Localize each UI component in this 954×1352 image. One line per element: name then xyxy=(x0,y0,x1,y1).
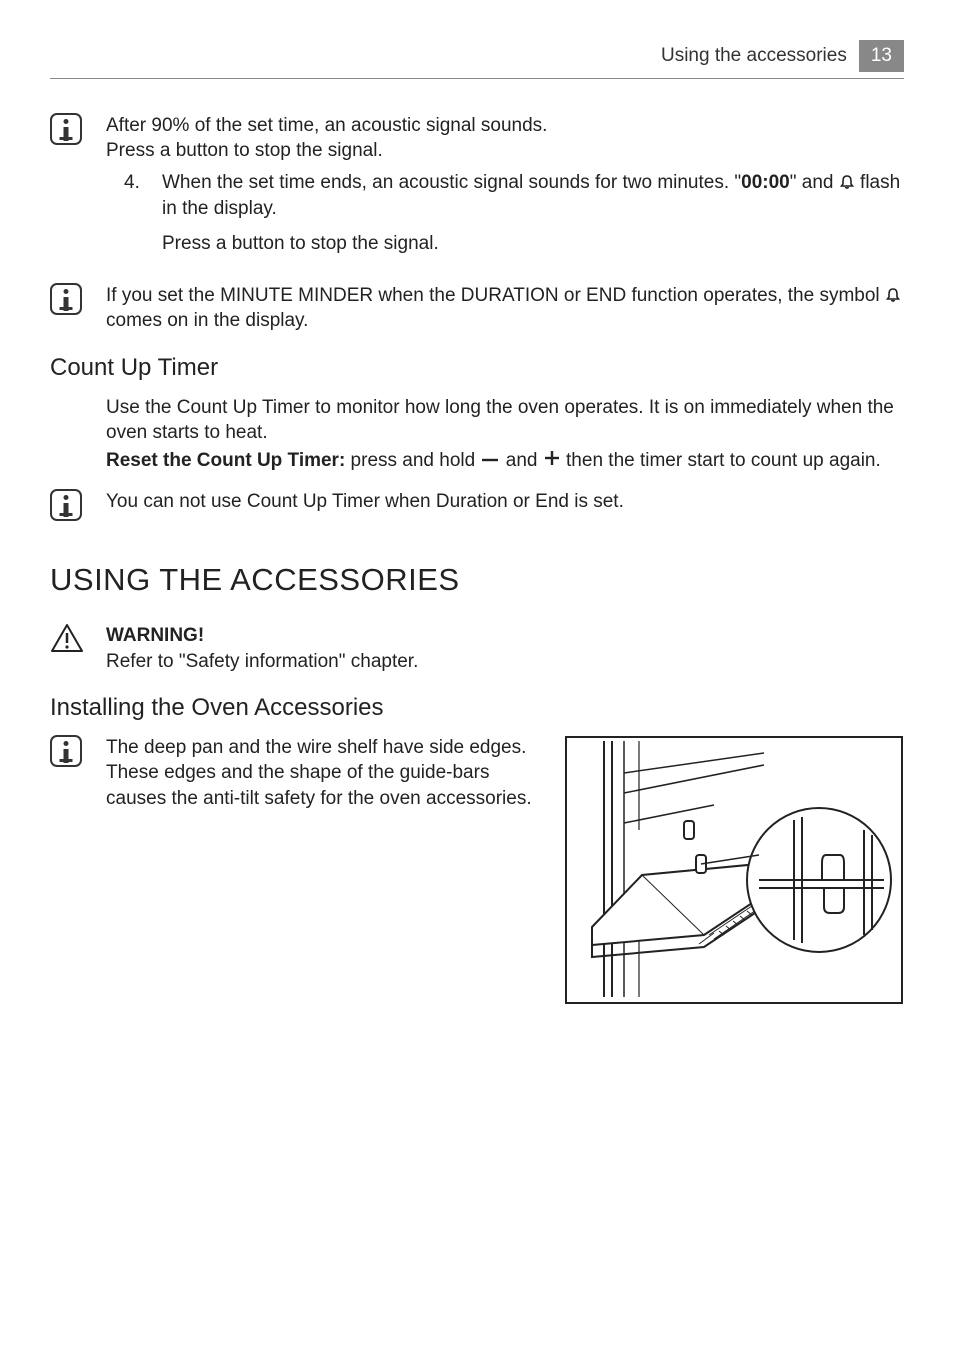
warning-icon xyxy=(50,623,90,661)
bell-icon xyxy=(839,174,855,190)
info-icon xyxy=(50,489,90,529)
step-4: 4. When the set time ends, an acoustic s… xyxy=(124,170,904,221)
info-block-1: After 90% of the set time, an acoustic s… xyxy=(50,113,904,267)
info-icon xyxy=(50,283,90,323)
page-header: Using the accessories 13 xyxy=(50,40,904,79)
step-number: 4. xyxy=(124,170,162,221)
heading-count-up-timer: Count Up Timer xyxy=(50,352,904,384)
info-text: After 90% of the set time, an acoustic s… xyxy=(106,113,904,139)
info-text: You can not use Count Up Timer when Dura… xyxy=(90,489,904,515)
step-text: When the set time ends, an acoustic sign… xyxy=(162,170,904,221)
header-title: Using the accessories xyxy=(661,43,847,69)
info-text: Press a button to stop the signal. xyxy=(106,138,904,164)
info-block-3: You can not use Count Up Timer when Dura… xyxy=(50,489,904,529)
plus-icon xyxy=(543,449,561,467)
body-text: Use the Count Up Timer to monitor how lo… xyxy=(106,395,904,446)
body-text: Reset the Count Up Timer: press and hold… xyxy=(106,448,904,474)
info-text: If you set the MINUTE MINDER when the DU… xyxy=(90,283,904,334)
page-number-badge: 13 xyxy=(859,40,904,72)
warning-label: WARNING! xyxy=(106,623,904,649)
info-block-2: If you set the MINUTE MINDER when the DU… xyxy=(50,283,904,334)
install-text: The deep pan and the wire shelf have sid… xyxy=(106,735,548,812)
section-title: USING THE ACCESSORIES xyxy=(50,559,904,601)
info-icon xyxy=(50,735,90,775)
heading-installing: Installing the Oven Accessories xyxy=(50,692,904,724)
warning-block: WARNING! Refer to "Safety information" c… xyxy=(50,623,904,674)
info-icon xyxy=(50,113,90,153)
oven-rack-diagram xyxy=(564,735,904,1013)
minus-icon xyxy=(480,453,500,467)
count-up-body: Use the Count Up Timer to monitor how lo… xyxy=(50,395,904,474)
bell-icon xyxy=(885,287,901,303)
warning-text: Refer to "Safety information" chapter. xyxy=(106,649,904,675)
install-block: The deep pan and the wire shelf have sid… xyxy=(50,735,904,1013)
step-subtext: Press a button to stop the signal. xyxy=(162,231,904,257)
